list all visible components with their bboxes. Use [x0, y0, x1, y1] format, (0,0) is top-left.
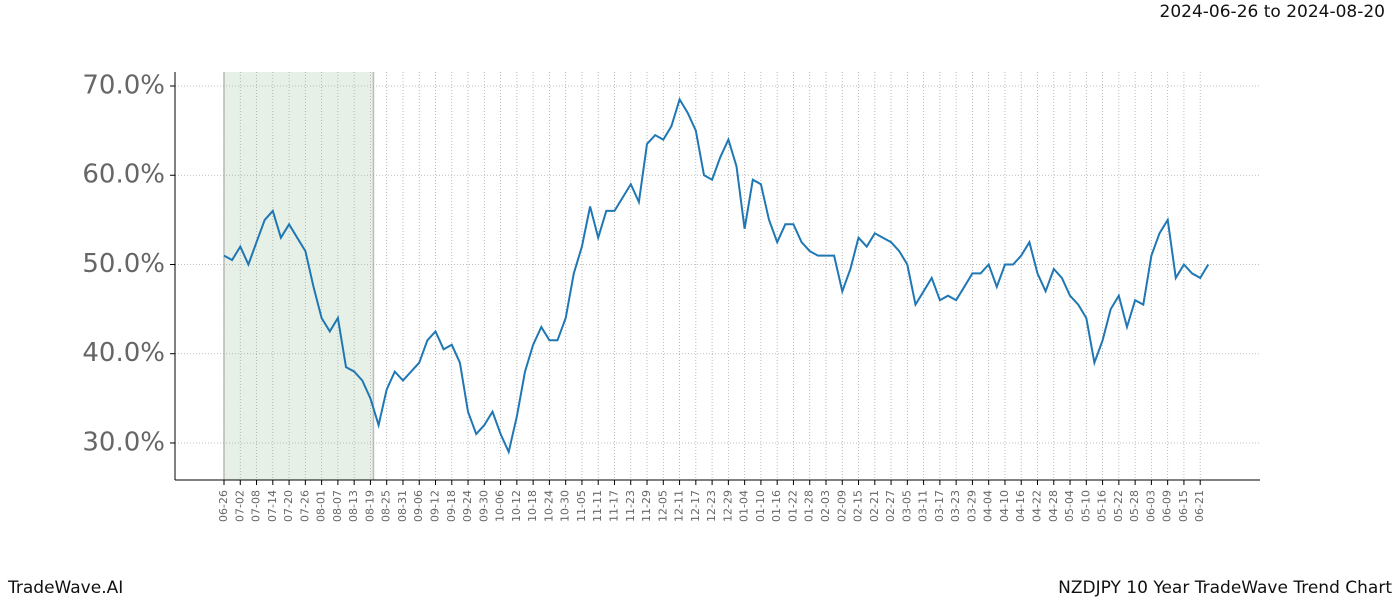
x-tick-label: 06-03	[1144, 490, 1157, 522]
x-tick-label: 05-28	[1128, 490, 1141, 522]
x-tick-label: 03-11	[917, 490, 930, 522]
footer-right: NZDJPY 10 Year TradeWave Trend Chart	[1058, 578, 1392, 598]
x-tick-label: 11-05	[575, 490, 588, 522]
x-tick-label: 04-04	[982, 490, 995, 522]
x-tick-label: 11-23	[624, 490, 637, 522]
x-tick-label: 05-16	[1096, 490, 1109, 522]
x-tick-label: 02-27	[884, 490, 897, 522]
x-tick-label: 02-09	[835, 490, 848, 522]
x-tick-label: 05-04	[1063, 490, 1076, 522]
x-tick-label: 09-12	[429, 490, 442, 522]
x-tick-label: 10-24	[542, 490, 555, 522]
y-tick-label: 60.0%	[82, 160, 165, 190]
x-tick-label: 03-05	[900, 490, 913, 522]
x-tick-label: 02-03	[819, 490, 832, 522]
x-tick-label: 06-15	[1177, 490, 1190, 522]
x-tick-label: 09-06	[412, 490, 425, 522]
x-tick-label: 03-29	[965, 490, 978, 522]
x-tick-label: 12-23	[705, 490, 718, 522]
x-tick-label: 07-14	[266, 490, 279, 522]
x-tick-label: 09-18	[445, 490, 458, 522]
x-tick-label: 08-25	[380, 490, 393, 522]
x-tick-label: 08-01	[315, 490, 328, 522]
x-tick-label: 04-22	[1031, 490, 1044, 522]
y-tick-label: 50.0%	[82, 249, 165, 279]
x-tick-label: 12-11	[673, 490, 686, 522]
x-tick-label: 09-24	[461, 490, 474, 522]
highlight-span	[224, 72, 374, 480]
x-tick-label: 05-10	[1079, 490, 1092, 522]
x-tick-label: 01-04	[738, 490, 751, 522]
x-tick-label: 01-16	[770, 490, 783, 522]
x-tick-label: 09-30	[477, 490, 490, 522]
x-tick-label: 07-08	[250, 490, 263, 522]
x-tick-label: 02-21	[868, 490, 881, 522]
x-tick-label: 10-18	[526, 490, 539, 522]
x-tick-label: 01-28	[803, 490, 816, 522]
x-tick-label: 03-23	[949, 490, 962, 522]
x-tick-label: 07-20	[282, 490, 295, 522]
x-tick-label: 08-19	[363, 490, 376, 522]
x-tick-label: 11-11	[591, 490, 604, 522]
x-tick-label: 04-10	[998, 490, 1011, 522]
x-tick-label: 10-30	[559, 490, 572, 522]
x-tick-label: 04-28	[1047, 490, 1060, 522]
x-tick-label: 07-26	[298, 490, 311, 522]
y-tick-label: 70.0%	[82, 71, 165, 101]
x-tick-label: 06-09	[1161, 490, 1174, 522]
x-tick-label: 12-17	[689, 490, 702, 522]
x-tick-label: 04-16	[1014, 490, 1027, 522]
x-tick-label: 11-29	[640, 490, 653, 522]
x-tick-label: 07-02	[233, 490, 246, 522]
x-tick-label: 01-10	[754, 490, 767, 522]
x-tick-label: 06-26	[217, 490, 230, 522]
y-tick-label: 30.0%	[82, 427, 165, 457]
x-tick-label: 01-22	[786, 490, 799, 522]
x-tick-label: 05-22	[1112, 490, 1125, 522]
series-line	[223, 96, 1210, 456]
x-tick-label: 08-31	[396, 490, 409, 522]
y-tick-label: 40.0%	[82, 338, 165, 368]
range-label: 2024-06-26 to 2024-08-20	[1160, 2, 1385, 22]
x-tick-label: 08-13	[347, 490, 360, 522]
x-tick-label: 10-06	[494, 490, 507, 522]
x-tick-label: 12-05	[656, 490, 669, 522]
x-tick-label: 11-17	[607, 490, 620, 522]
x-tick-label: 10-12	[510, 490, 523, 522]
footer-left: TradeWave.AI	[7, 578, 123, 598]
x-tick-label: 02-15	[852, 490, 865, 522]
x-tick-label: 08-07	[331, 490, 344, 522]
x-tick-label: 03-17	[933, 490, 946, 522]
x-tick-label: 12-29	[721, 490, 734, 522]
x-tick-label: 06-21	[1193, 490, 1206, 522]
